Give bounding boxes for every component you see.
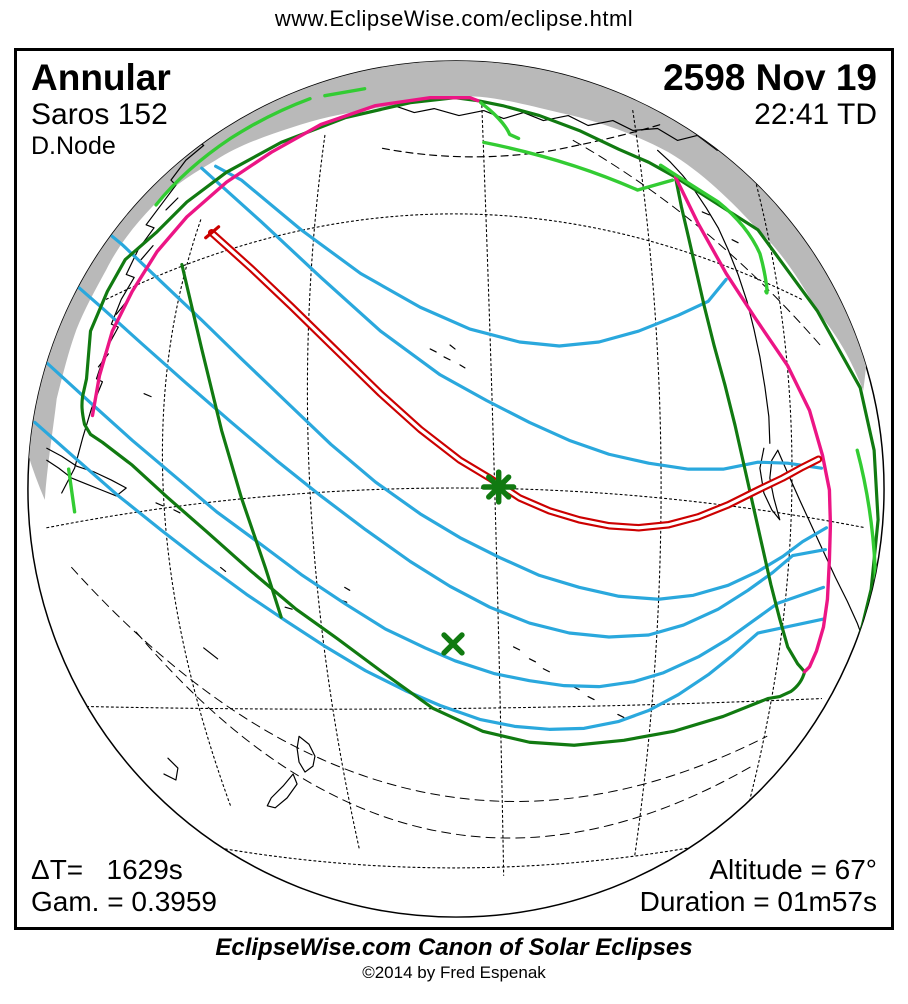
eclipse-map-frame: Annular Saros 152 D.Node 2598 Nov 19 22:… [14,48,894,930]
eclipse-info-top-right: 2598 Nov 19 22:41 TD [663,57,877,132]
eclipse-info-bottom-right: Altitude = 67° Duration = 01m57s [640,854,877,917]
central-path [204,225,823,532]
date-label: 2598 Nov 19 [663,57,877,98]
node-label: D.Node [31,132,116,161]
duration-label: Duration = 01m57s [639,885,877,917]
altitude-label: Altitude = 67° [709,854,877,886]
dashed-lines [71,139,824,839]
eclipse-info-top-left: Annular Saros 152 D.Node [31,57,171,160]
eclipse-info-bottom-left: ΔT= 1629s Gam. = 0.3959 [31,854,217,917]
url-header: www.EclipseWise.com/eclipse.html [274,6,634,31]
time-label: 22:41 TD [754,98,877,132]
footer-title: EclipseWise.com Canon of Solar Eclipses [215,934,693,961]
gamma-label: Gam. = 0.3959 [31,885,218,917]
footer-copyright: ©2014 by Fred Espenak [362,963,546,982]
magnitude-contours [33,164,829,731]
greatest-eclipse-marker [481,469,517,505]
saros-label: Saros 152 [31,98,168,132]
greatest-duration-marker [441,632,465,656]
sunrise-sunset-limits [90,95,833,674]
eclipse-globe-map [27,60,885,918]
delta-t-label: ΔT= 1629s [31,854,183,886]
eclipse-type-label: Annular [31,57,171,98]
central-path-start-cap [204,225,221,240]
